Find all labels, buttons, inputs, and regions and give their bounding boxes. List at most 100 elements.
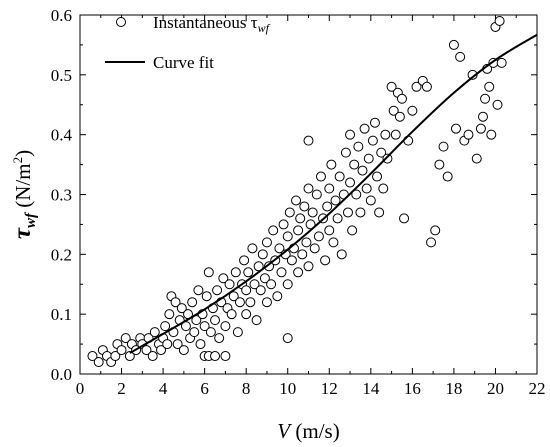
scatter-point: [390, 129, 401, 140]
scatter-point: [486, 129, 497, 140]
scatter-point: [120, 333, 131, 344]
scatter-point: [374, 207, 385, 218]
scatter-point: [226, 309, 237, 320]
scatter-point: [274, 243, 285, 254]
scatter-point: [264, 261, 275, 272]
scatter-point: [355, 207, 366, 218]
scatter-point: [210, 351, 221, 362]
scatter-point: [293, 225, 304, 236]
scatter-point: [492, 99, 503, 110]
y-tick-label: 0.2: [51, 245, 72, 264]
scatter-point: [228, 291, 239, 302]
scatter-point: [110, 351, 121, 362]
scatter-point: [149, 327, 160, 338]
scatter-point: [220, 351, 231, 362]
scatter-point: [430, 225, 441, 236]
x-tick-label: 16: [404, 379, 421, 398]
scatter-point: [193, 285, 204, 296]
scatter-point: [178, 345, 189, 356]
scatter-point: [170, 297, 181, 308]
scatter-point: [295, 213, 306, 224]
scatter-point: [399, 213, 410, 224]
scatter-point: [251, 315, 262, 326]
scatter-point: [224, 279, 235, 290]
scatter-point: [475, 123, 486, 134]
scatter-point: [378, 183, 389, 194]
scatter-point: [276, 267, 287, 278]
scatter-point: [230, 267, 241, 278]
scatter-point: [266, 279, 277, 290]
scatter-point: [116, 345, 127, 356]
x-tick-label: 14: [362, 379, 380, 398]
scatter-point: [326, 159, 337, 170]
scatter-point: [212, 285, 223, 296]
scatter-point: [176, 303, 187, 314]
scatter-point: [160, 321, 171, 332]
x-tick-label: 6: [200, 379, 209, 398]
x-tick-label: 10: [279, 379, 296, 398]
scatter-point: [347, 225, 358, 236]
scatter-point: [261, 297, 272, 308]
legend-label-curve-fit: Curve fit: [153, 53, 214, 72]
scatter-point: [234, 297, 245, 308]
scatter-point: [313, 231, 324, 242]
scatter-point: [351, 189, 362, 200]
scatter-point: [87, 351, 98, 362]
scatter-point: [365, 195, 376, 206]
scatter-point: [332, 213, 343, 224]
scatter-point: [320, 255, 331, 266]
y-tick-label: 0.6: [51, 6, 72, 25]
scatter-point: [299, 201, 310, 212]
scatter-point: [210, 315, 221, 326]
scatter-point: [471, 153, 482, 164]
scatter-point: [268, 225, 279, 236]
x-axis-title: V (m/s): [277, 419, 339, 443]
scatter-point: [438, 141, 449, 152]
scatter-point: [303, 261, 314, 272]
legend: Instantaneous τwf Curve fit: [105, 13, 271, 72]
scatter-point: [484, 81, 495, 92]
scatter-point: [272, 291, 283, 302]
scatter-point: [340, 147, 351, 158]
scatter-point: [147, 351, 158, 362]
scatter-point: [203, 267, 214, 278]
scatter-point: [297, 249, 308, 260]
scatter-point: [330, 195, 341, 206]
scatter-point: [434, 159, 445, 170]
scatter-point: [205, 327, 216, 338]
scatter-point: [463, 129, 474, 140]
x-tick-label: 18: [445, 379, 462, 398]
scatter-point: [361, 183, 372, 194]
scatter-point: [359, 123, 370, 134]
scatter-point: [450, 123, 461, 134]
y-tick-label: 0.1: [51, 305, 72, 324]
x-tick-label: 12: [321, 379, 338, 398]
scatter-point: [93, 357, 104, 368]
scatter-point: [232, 327, 243, 338]
scatter-point: [309, 243, 320, 254]
scatter-point: [494, 15, 505, 26]
y-axis-title: τwf (N/m2): [9, 150, 39, 239]
scatter-point: [307, 207, 318, 218]
x-tick-label: 0: [76, 379, 85, 398]
scatter-point: [367, 135, 378, 146]
scatter-point: [322, 201, 333, 212]
scatter-point: [141, 345, 152, 356]
scatter-point: [324, 225, 335, 236]
scatter-point: [407, 105, 418, 116]
scatter-point: [253, 261, 264, 272]
scatter-point: [315, 171, 326, 182]
scatter-point: [303, 183, 314, 194]
scatter-point: [345, 129, 356, 140]
scatter-point: [201, 291, 212, 302]
scatter-point: [195, 339, 206, 350]
curve-fit-line: [129, 33, 538, 354]
scatter-point: [372, 171, 383, 182]
x-tick-label: 8: [242, 379, 251, 398]
plot-frame: [79, 14, 538, 375]
scatter-point: [305, 219, 316, 230]
scatter-point: [357, 165, 368, 176]
scatter-point: [380, 129, 391, 140]
scatter-point: [477, 111, 488, 122]
